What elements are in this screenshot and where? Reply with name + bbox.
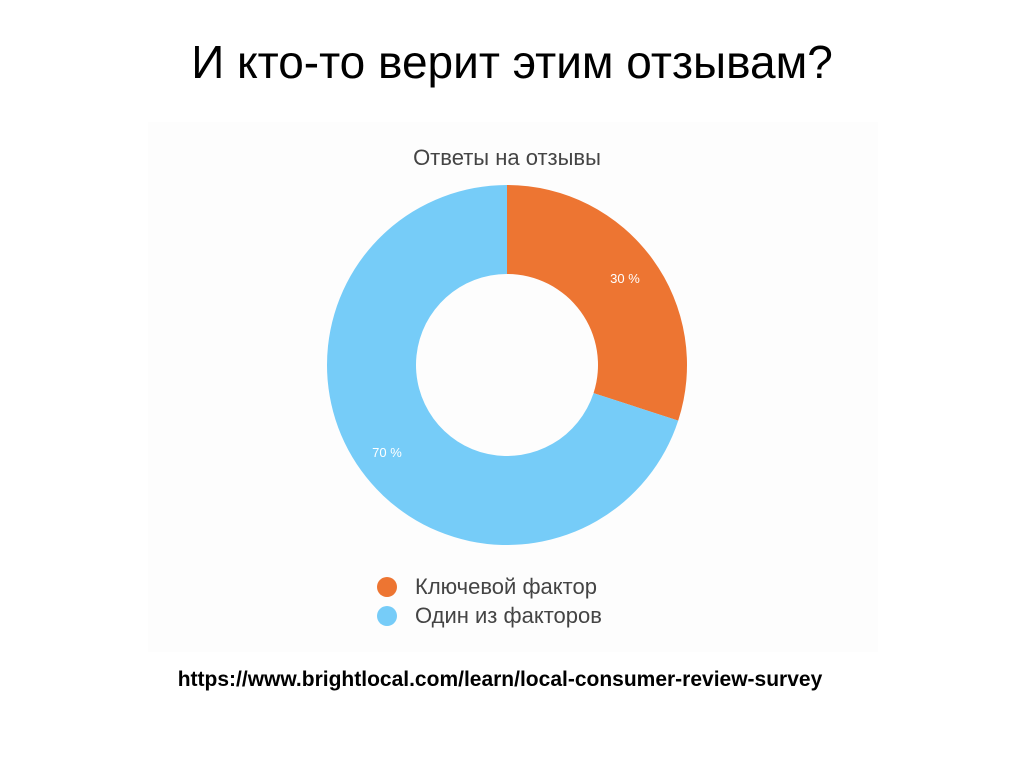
- donut-slice-key-factor: [507, 185, 688, 421]
- donut-slices: [327, 185, 688, 545]
- donut-label-key-factor: 30 %: [610, 271, 640, 286]
- legend-item-one-of-factors: Один из факторов: [377, 601, 602, 630]
- donut-slice-labels: 30 % 70 %: [372, 271, 640, 460]
- legend-swatch-key-factor: [377, 576, 397, 597]
- legend-item-key-factor: Ключевой фактор: [377, 572, 602, 601]
- legend-label-key-factor: Ключевой фактор: [415, 573, 597, 599]
- legend-swatch-one-of-factors: [377, 605, 397, 626]
- chart-legend: Ключевой фактор Один из факторов: [377, 572, 602, 630]
- donut-slice-one-of-factors: [327, 185, 679, 545]
- slide-title: И кто-то верит этим отзывам?: [191, 36, 833, 88]
- chart-title: Ответы на отзывы: [413, 145, 601, 170]
- donut-label-one-of-factors: 70 %: [372, 445, 402, 460]
- legend-label-one-of-factors: Один из факторов: [415, 602, 602, 628]
- source-url: https://www.brightlocal.com/learn/local-…: [177, 668, 823, 691]
